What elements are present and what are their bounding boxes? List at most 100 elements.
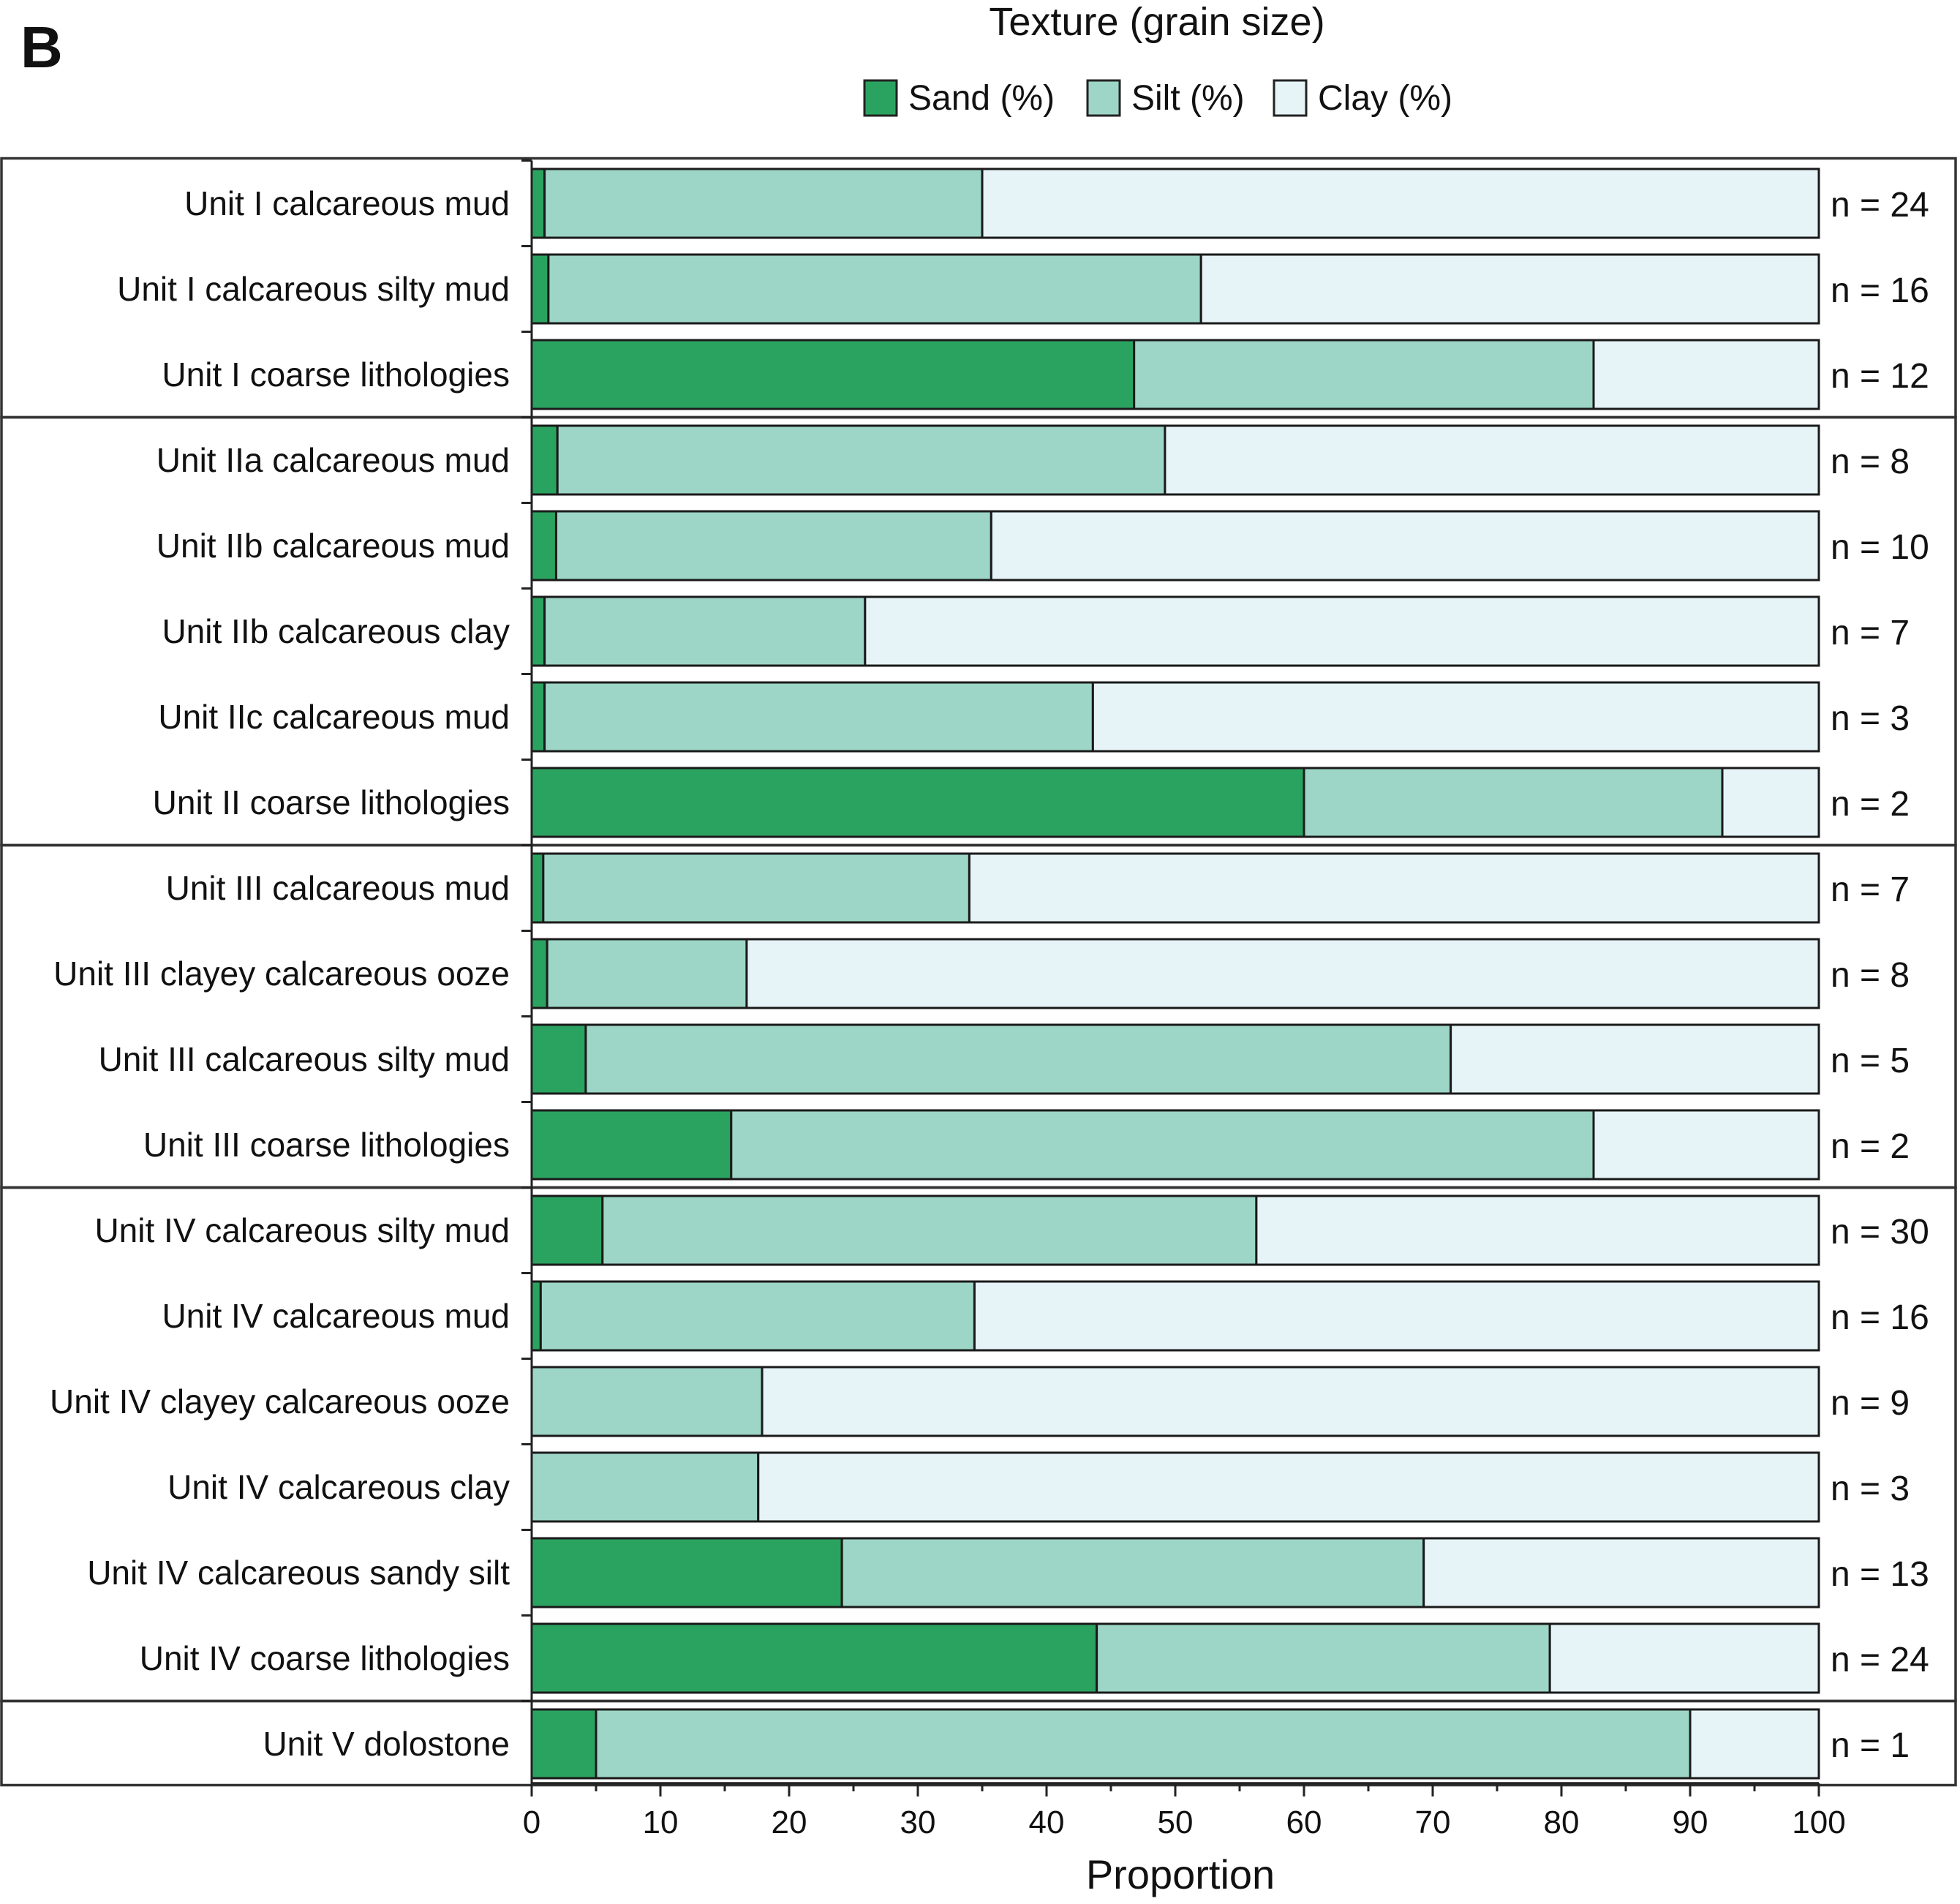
bar-18-silt <box>1096 1622 1551 1694</box>
x-tick-label-20: 20 <box>772 1805 807 1840</box>
legend-swatch-2 <box>1086 79 1121 117</box>
x-tick-label-60: 60 <box>1286 1805 1322 1840</box>
bar-14-clay <box>973 1280 1820 1352</box>
bar-2-clay <box>1199 253 1820 325</box>
count-label-9: n = 7 <box>1831 870 1910 909</box>
category-label-11: Unit III calcareous silty mud <box>99 1040 510 1078</box>
count-label-7: n = 3 <box>1831 699 1910 738</box>
bar-4-sand <box>530 424 559 496</box>
bar-12-sand <box>530 1109 733 1181</box>
bar-10-sand <box>530 938 549 1009</box>
x-tick-label-100: 100 <box>1792 1805 1845 1840</box>
bar-1-clay <box>981 168 1820 239</box>
count-label-10: n = 8 <box>1831 956 1910 995</box>
bar-5-sand <box>530 510 557 582</box>
category-label-15: Unit IV clayey calcareous ooze <box>50 1382 510 1421</box>
count-label-11: n = 5 <box>1831 1042 1910 1080</box>
bar-19-sand <box>530 1708 598 1780</box>
panel-label: B <box>20 15 63 80</box>
bar-11-sand <box>530 1023 587 1095</box>
bar-6-clay <box>864 595 1820 667</box>
bar-10-silt <box>546 938 748 1009</box>
bar-17-clay <box>1422 1537 1820 1608</box>
bar-8-clay <box>1721 767 1820 838</box>
count-label-2: n = 16 <box>1831 271 1929 310</box>
category-label-13: Unit IV calcareous silty mud <box>94 1211 510 1249</box>
bar-15-silt <box>530 1366 764 1437</box>
bar-14-silt <box>539 1280 976 1352</box>
category-label-14: Unit IV calcareous mud <box>162 1297 510 1335</box>
bar-8-sand <box>530 767 1305 838</box>
chart-title: Texture (grain size) <box>989 0 1324 44</box>
bar-3-clay <box>1592 339 1820 410</box>
bar-10-clay <box>745 938 1820 1009</box>
x-tick-label-70: 70 <box>1415 1805 1451 1840</box>
bar-11-clay <box>1450 1023 1820 1095</box>
bar-3-silt <box>1133 339 1595 410</box>
x-tick-label-80: 80 <box>1544 1805 1580 1840</box>
bar-6-sand <box>530 595 546 667</box>
bar-6-silt <box>543 595 867 667</box>
count-label-1: n = 24 <box>1831 186 1929 225</box>
category-label-6: Unit IIb calcareous clay <box>162 612 510 650</box>
x-tick-label-50: 50 <box>1158 1805 1194 1840</box>
bar-11-silt <box>584 1023 1452 1095</box>
count-label-18: n = 24 <box>1831 1641 1929 1679</box>
bar-9-clay <box>968 852 1820 924</box>
category-label-4: Unit IIa calcareous mud <box>157 441 510 479</box>
x-tick-label-30: 30 <box>900 1805 936 1840</box>
bar-17-sand <box>530 1537 843 1608</box>
bar-8-silt <box>1303 767 1724 838</box>
x-axis-label: Proportion <box>1086 1851 1275 1897</box>
bar-4-silt <box>556 424 1166 496</box>
legend-swatch-3 <box>1273 79 1308 117</box>
bar-15-clay <box>761 1366 1820 1437</box>
category-label-16: Unit IV calcareous clay <box>167 1468 510 1506</box>
count-label-15: n = 9 <box>1831 1384 1910 1423</box>
category-label-7: Unit IIc calcareous mud <box>158 698 510 736</box>
count-label-16: n = 3 <box>1831 1470 1910 1508</box>
bar-3-sand <box>530 339 1136 410</box>
legend-label-1: Sand (%) <box>908 79 1055 118</box>
bar-1-sand <box>530 168 546 239</box>
bar-7-silt <box>543 681 1094 753</box>
count-labels: n = 24 n = 16 n = 12 n = 8 n = 10 n = 7 n = 3 n… <box>1831 186 1929 1765</box>
bar-13-sand <box>530 1194 604 1266</box>
bar-19-silt <box>595 1708 1692 1780</box>
bar-16-silt <box>530 1451 760 1523</box>
bar-7-sand <box>530 681 546 753</box>
unit-group-box-5 <box>0 1699 1957 1787</box>
category-label-2: Unit I calcareous silty mud <box>117 270 510 308</box>
count-label-17: n = 13 <box>1831 1555 1929 1594</box>
bar-17-silt <box>840 1537 1425 1608</box>
bar-13-clay <box>1255 1194 1820 1266</box>
group-boxes <box>0 157 1957 1787</box>
x-tick-label-0: 0 <box>523 1805 540 1840</box>
category-label-8: Unit II coarse lithologies <box>153 783 510 821</box>
count-label-5: n = 10 <box>1831 528 1929 567</box>
category-label-18: Unit IV coarse lithologies <box>140 1639 510 1677</box>
count-label-13: n = 30 <box>1831 1213 1929 1252</box>
category-label-5: Unit IIb calcareous mud <box>157 527 510 565</box>
legend-swatch-1 <box>863 79 898 117</box>
legend-label-2: Silt (%) <box>1131 79 1245 118</box>
bar-1-silt <box>543 168 984 239</box>
x-tick-label-90: 90 <box>1673 1805 1708 1840</box>
x-tick-label-40: 40 <box>1029 1805 1065 1840</box>
bar-4-clay <box>1164 424 1820 496</box>
category-label-1: Unit I calcareous mud <box>184 184 510 222</box>
bar-18-clay <box>1548 1622 1820 1694</box>
bar-12-clay <box>1592 1109 1820 1181</box>
bar-14-sand <box>530 1280 542 1352</box>
count-label-4: n = 8 <box>1831 443 1910 481</box>
bar-5-silt <box>554 510 992 582</box>
category-label-9: Unit III calcareous mud <box>166 869 510 907</box>
count-label-8: n = 2 <box>1831 785 1910 824</box>
bar-13-silt <box>601 1194 1258 1266</box>
x-axis: 0 10 20 30 40 50 60 70 80 90 100 <box>523 1782 1846 1840</box>
count-label-14: n = 16 <box>1831 1298 1929 1337</box>
bar-7-clay <box>1091 681 1820 753</box>
bar-2-sand <box>530 253 550 325</box>
bar-5-clay <box>990 510 1820 582</box>
